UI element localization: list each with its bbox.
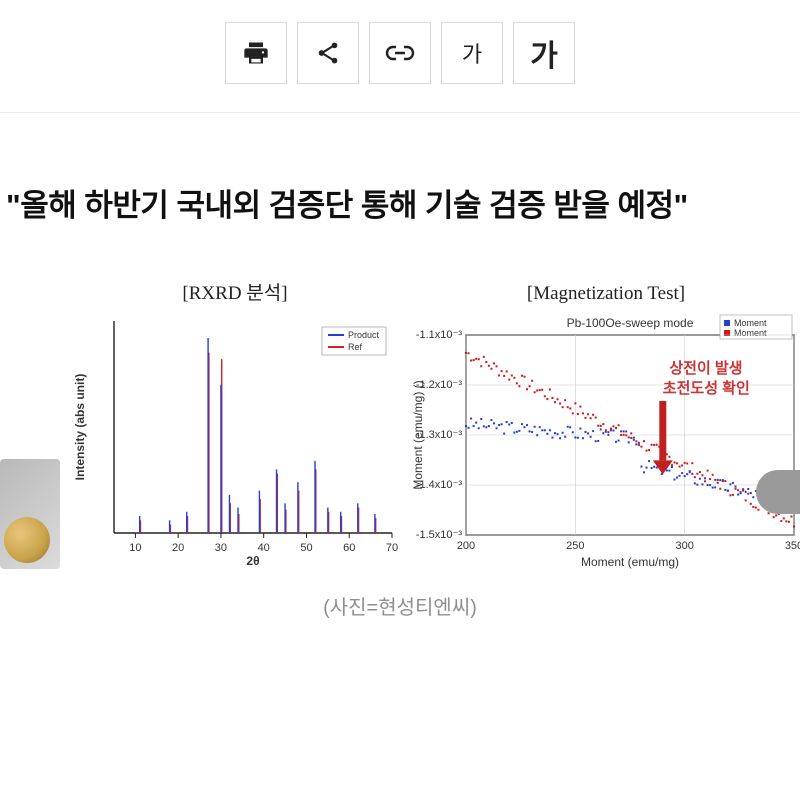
article-toolbar: 가 가	[0, 0, 800, 112]
floating-side-button[interactable]	[756, 470, 800, 514]
svg-text:70: 70	[386, 542, 398, 554]
rxrd-chart-title: [RXRD 분석]	[70, 278, 400, 305]
svg-text:Moment: Moment	[734, 328, 767, 338]
svg-text:Intensity (abs unit): Intensity (abs unit)	[73, 373, 87, 480]
print-icon	[242, 39, 270, 67]
rxrd-chart: 10 20 30 40 50 60 70 2θ Intensity (abs unit) Prod…	[70, 311, 400, 569]
svg-text:40: 40	[258, 542, 270, 554]
article-headline: "올해 하반기 국내외 검증단 통해 기술 검증 받을 예정"	[0, 183, 800, 230]
magnetization-chart: Pb-100Oe-sweep mode MomentMoment -1.1x10⁻³…	[410, 311, 800, 569]
text-size-down-button[interactable]: 가	[441, 22, 503, 84]
svg-text:-1.1x10⁻³: -1.1x10⁻³	[416, 329, 462, 341]
share-icon	[315, 40, 341, 66]
svg-text:상전이 발생: 상전이 발생	[669, 360, 742, 377]
figure-row: [RXRD 분석] 10 20 30 40 50 60 70 2θ Intensity (abs…	[0, 278, 800, 569]
svg-text:Ref: Ref	[348, 342, 363, 352]
svg-text:Moment (emu/mg): Moment (emu/mg)	[581, 555, 679, 569]
svg-text:300: 300	[675, 540, 693, 552]
svg-text:Moment (emu/mg) (): Moment (emu/mg) ()	[411, 380, 425, 489]
divider	[0, 112, 800, 113]
link-icon	[385, 43, 415, 63]
svg-text:Product: Product	[348, 330, 380, 340]
text-size-up-button[interactable]: 가	[513, 22, 575, 84]
svg-text:초전도성 확인: 초전도성 확인	[663, 379, 750, 397]
mag-chart-wrap: [Magnetization Test] Pb-100Oe-sweep mode…	[410, 283, 800, 569]
svg-text:2θ: 2θ	[246, 554, 259, 568]
sample-photo	[0, 459, 60, 569]
svg-text:350: 350	[785, 540, 800, 552]
svg-text:250: 250	[566, 540, 584, 552]
mag-chart-title: [Magnetization Test]	[410, 283, 800, 305]
sample-photo-column	[0, 309, 60, 569]
figure-caption: (사진=현성티엔씨)	[0, 591, 800, 620]
print-button[interactable]	[225, 22, 287, 84]
copy-link-button[interactable]	[369, 22, 431, 84]
svg-text:-1.5x10⁻³: -1.5x10⁻³	[416, 529, 462, 541]
svg-text:30: 30	[215, 542, 227, 554]
share-button[interactable]	[297, 22, 359, 84]
svg-text:Moment: Moment	[734, 318, 767, 328]
svg-text:20: 20	[172, 542, 184, 554]
rxrd-chart-wrap: [RXRD 분석] 10 20 30 40 50 60 70 2θ Intensity (abs…	[70, 278, 400, 569]
svg-text:10: 10	[129, 542, 141, 554]
svg-text:50: 50	[300, 542, 312, 554]
svg-text:200: 200	[457, 540, 475, 552]
svg-text:Pb-100Oe-sweep mode: Pb-100Oe-sweep mode	[567, 316, 694, 330]
svg-text:60: 60	[343, 542, 355, 554]
